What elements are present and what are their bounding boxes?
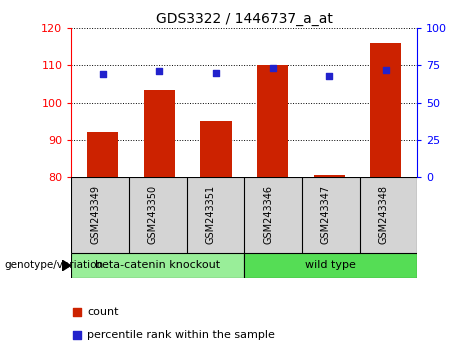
Title: GDS3322 / 1446737_a_at: GDS3322 / 1446737_a_at	[156, 12, 333, 26]
Text: GSM243348: GSM243348	[378, 185, 388, 244]
Polygon shape	[62, 260, 71, 271]
Text: GSM243349: GSM243349	[90, 185, 100, 244]
Point	[73, 333, 80, 338]
Point	[73, 309, 80, 315]
Text: genotype/variation: genotype/variation	[5, 261, 104, 270]
Text: beta-catenin knockout: beta-catenin knockout	[95, 261, 220, 270]
Bar	[370, 43, 402, 177]
Bar	[244, 253, 417, 278]
Text: percentile rank within the sample: percentile rank within the sample	[87, 330, 275, 341]
Bar	[257, 65, 288, 177]
Bar	[144, 90, 175, 177]
Point	[325, 73, 333, 79]
Point	[99, 72, 106, 77]
Point	[382, 67, 390, 73]
Text: GSM243351: GSM243351	[206, 185, 215, 244]
Bar	[87, 132, 118, 177]
Text: GSM243347: GSM243347	[321, 185, 331, 244]
Point	[269, 65, 276, 71]
Bar	[201, 121, 231, 177]
Point	[156, 69, 163, 74]
Text: GSM243350: GSM243350	[148, 185, 158, 244]
Text: GSM243346: GSM243346	[263, 185, 273, 244]
Bar	[71, 253, 244, 278]
Bar	[313, 175, 345, 177]
Text: count: count	[87, 307, 118, 318]
Text: wild type: wild type	[305, 261, 356, 270]
Point	[213, 70, 220, 76]
